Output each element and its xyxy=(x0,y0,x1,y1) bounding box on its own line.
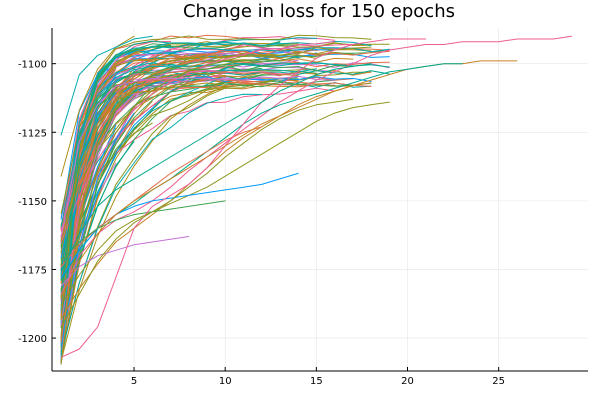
y-tick-label: -1175 xyxy=(18,265,47,276)
series-line xyxy=(60,63,463,281)
series-line xyxy=(60,112,135,346)
series-line xyxy=(60,34,372,321)
series-line xyxy=(60,52,135,299)
series-line xyxy=(60,38,427,358)
series-line xyxy=(60,46,372,227)
series-line xyxy=(60,49,299,270)
series-line xyxy=(60,60,263,341)
x-tick-label: 5 xyxy=(131,376,137,387)
y-tick-label: -1200 xyxy=(18,334,47,345)
series-line xyxy=(60,71,226,365)
series-lines xyxy=(60,34,573,365)
x-tick-label: 20 xyxy=(401,376,414,387)
series-line xyxy=(60,79,244,362)
y-tick-label: -1125 xyxy=(18,128,47,139)
series-line xyxy=(60,101,390,306)
series-line xyxy=(60,98,354,328)
x-tick-label: 15 xyxy=(310,376,323,387)
series-line xyxy=(60,84,117,271)
series-line xyxy=(60,98,117,343)
chart-title: Change in loss for 150 epochs xyxy=(183,1,455,22)
y-tick-label: -1150 xyxy=(18,197,47,208)
series-line xyxy=(60,60,354,310)
series-line xyxy=(60,49,336,359)
y-tick-label: -1100 xyxy=(18,60,47,71)
series-line xyxy=(60,35,573,295)
series-line xyxy=(60,81,372,290)
series-line xyxy=(60,65,190,228)
series-line xyxy=(60,75,336,238)
series-line xyxy=(60,200,226,262)
series-line xyxy=(60,81,372,248)
x-tick-label: 10 xyxy=(219,376,232,387)
tick-labels: 5 10 15 20 25 -1100 -1125 -1150 -1175 -1200 xyxy=(18,60,505,387)
series-line xyxy=(60,35,153,136)
series-line xyxy=(60,71,372,353)
series-line xyxy=(60,236,190,287)
series-line xyxy=(60,82,372,298)
series-line xyxy=(60,82,336,347)
series-line xyxy=(60,35,135,177)
x-tick-label: 25 xyxy=(492,376,505,387)
series-line xyxy=(60,63,372,273)
series-line xyxy=(60,82,226,253)
